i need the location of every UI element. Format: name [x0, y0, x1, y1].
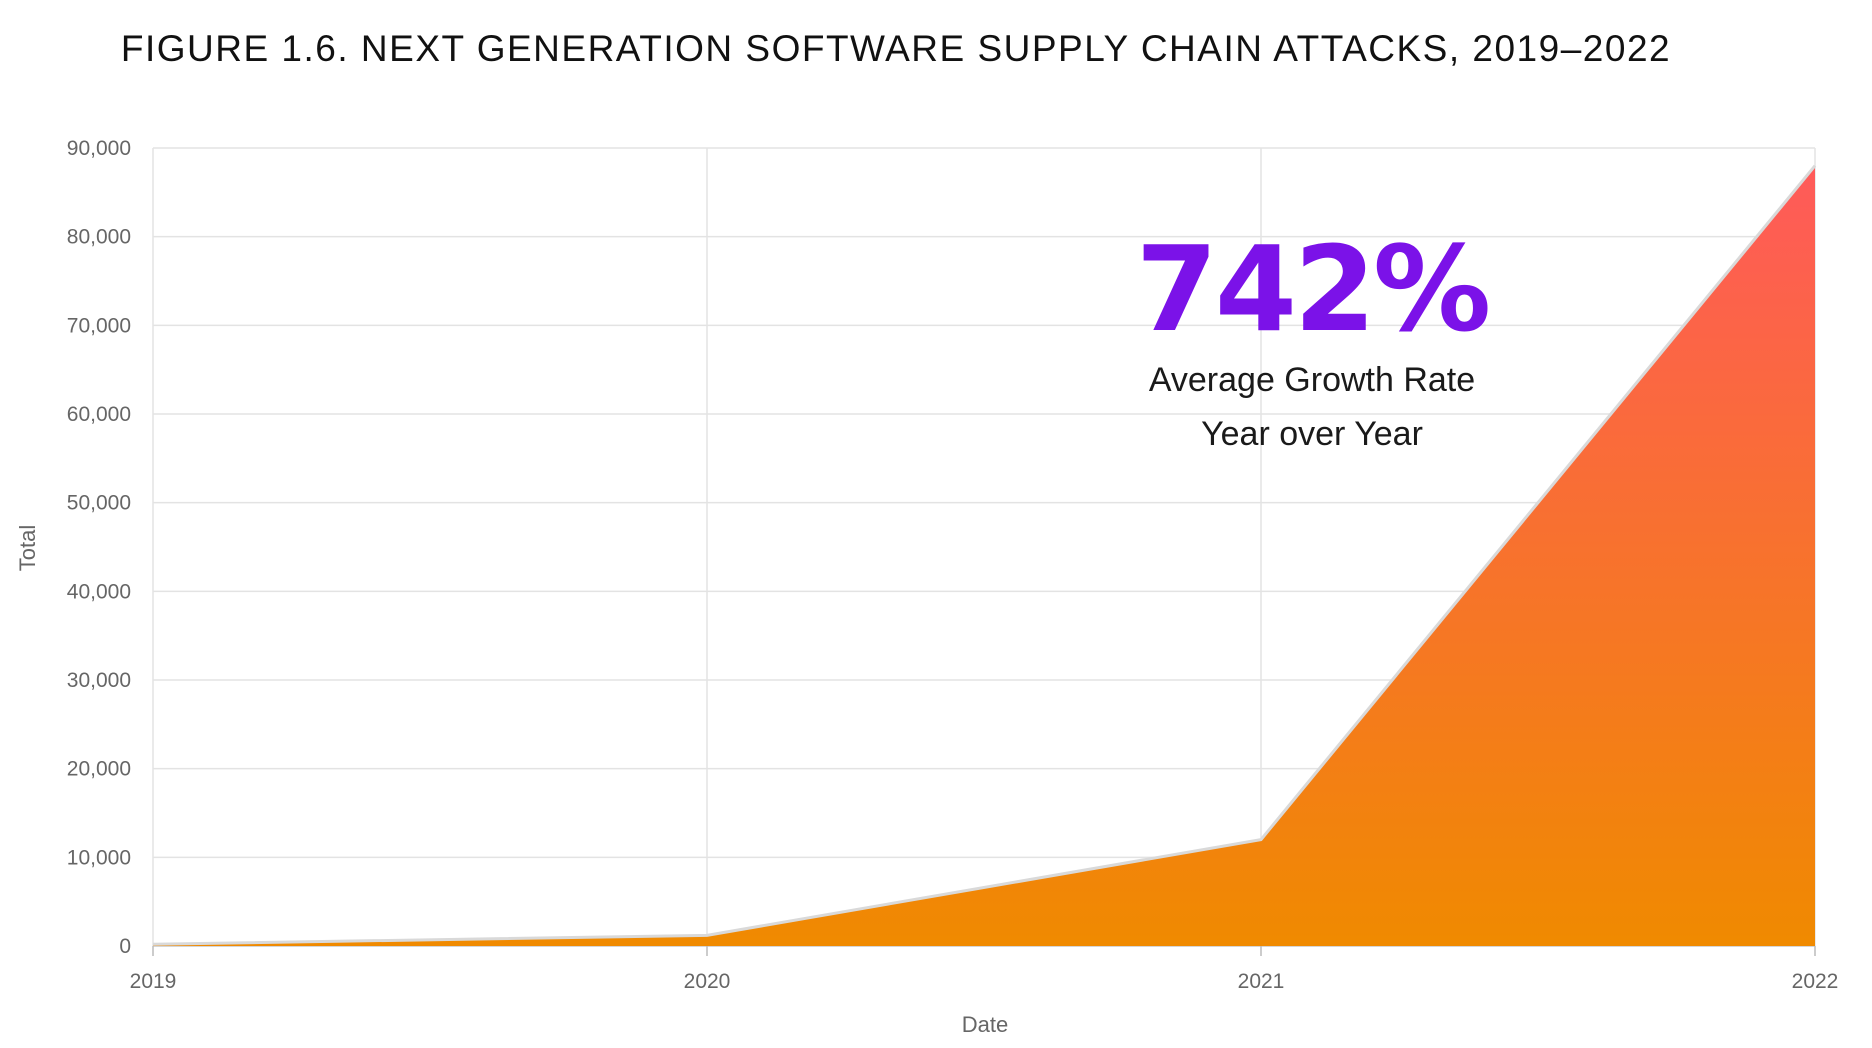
y-tick-label: 40,000 — [67, 580, 131, 603]
chart-title: FIGURE 1.6. NEXT GENERATION SOFTWARE SUP… — [120, 28, 1672, 69]
x-axis-title: Date — [962, 1012, 1008, 1037]
area-fill — [153, 165, 1815, 946]
area-series — [152, 164, 1817, 946]
y-tick-label: 20,000 — [67, 758, 131, 781]
y-tick-label: 50,000 — [67, 492, 131, 515]
x-axis-ticks: 2019 2020 2021 2022 — [130, 946, 1839, 993]
y-tick-label: 90,000 — [67, 137, 131, 160]
area-line — [152, 164, 1817, 946]
y-axis-ticks: 0 10,000 20,000 30,000 40,000 50,000 60,000 70,… — [67, 137, 131, 958]
growth-rate-value: 742% — [1136, 220, 1489, 358]
x-tick-label: 2020 — [684, 970, 731, 993]
y-tick-label: 80,000 — [67, 226, 131, 249]
x-tick-label: 2021 — [1238, 970, 1285, 993]
growth-rate-label-line2: Year over Year — [1201, 415, 1423, 453]
x-tick-label: 2022 — [1792, 970, 1839, 993]
y-tick-label: 0 — [119, 935, 131, 958]
y-tick-label: 70,000 — [67, 314, 131, 337]
y-tick-label: 10,000 — [67, 846, 131, 869]
x-tick-label: 2019 — [130, 970, 177, 993]
y-tick-label: 60,000 — [67, 403, 131, 426]
growth-rate-label-line1: Average Growth Rate — [1149, 361, 1475, 399]
y-tick-label: 30,000 — [67, 669, 131, 692]
y-axis-title: Total — [15, 525, 40, 571]
